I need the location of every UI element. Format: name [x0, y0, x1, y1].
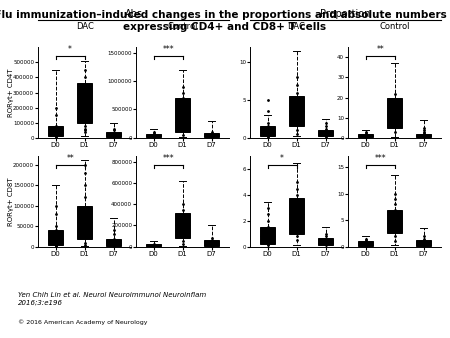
PathPatch shape	[387, 210, 402, 234]
PathPatch shape	[416, 134, 431, 137]
PathPatch shape	[147, 134, 161, 138]
PathPatch shape	[49, 126, 63, 136]
Text: Figure 3 Flu immunization–induced changes in the proportions and absolute number: Figure 3 Flu immunization–induced change…	[0, 10, 450, 32]
PathPatch shape	[318, 238, 333, 245]
PathPatch shape	[176, 98, 190, 132]
PathPatch shape	[387, 98, 402, 128]
Text: © 2016 American Academy of Neurology: © 2016 American Academy of Neurology	[18, 319, 148, 325]
Text: DAC: DAC	[288, 22, 306, 31]
Text: **: **	[66, 154, 74, 163]
Text: ***: ***	[162, 45, 174, 54]
Text: **: **	[376, 45, 384, 54]
Text: Yen Chih Lin et al. Neurol Neuroimmunol Neuroinflam
2016;3:e196: Yen Chih Lin et al. Neurol Neuroimmunol …	[18, 292, 206, 305]
Text: Proportion: Proportion	[320, 8, 371, 19]
Text: ***: ***	[374, 154, 386, 163]
PathPatch shape	[106, 239, 121, 246]
Text: Control: Control	[379, 22, 410, 31]
PathPatch shape	[176, 213, 190, 238]
PathPatch shape	[359, 241, 373, 246]
Text: RORγt+ CD4T: RORγt+ CD4T	[8, 68, 14, 117]
Text: ***: ***	[162, 154, 174, 163]
Text: DAC: DAC	[76, 22, 94, 31]
Text: Abs: Abs	[125, 8, 143, 19]
PathPatch shape	[77, 83, 92, 123]
PathPatch shape	[261, 126, 275, 136]
PathPatch shape	[359, 134, 373, 137]
PathPatch shape	[318, 130, 333, 136]
PathPatch shape	[204, 133, 219, 138]
PathPatch shape	[416, 240, 431, 246]
PathPatch shape	[49, 230, 63, 245]
PathPatch shape	[261, 227, 275, 244]
PathPatch shape	[289, 198, 304, 234]
PathPatch shape	[204, 240, 219, 246]
PathPatch shape	[147, 244, 161, 246]
Text: RORγt+ CD8T: RORγt+ CD8T	[8, 177, 14, 226]
PathPatch shape	[289, 96, 304, 126]
Text: Control: Control	[167, 22, 198, 31]
Text: *: *	[68, 45, 72, 54]
PathPatch shape	[77, 206, 92, 239]
PathPatch shape	[106, 132, 121, 137]
Text: *: *	[280, 154, 284, 163]
